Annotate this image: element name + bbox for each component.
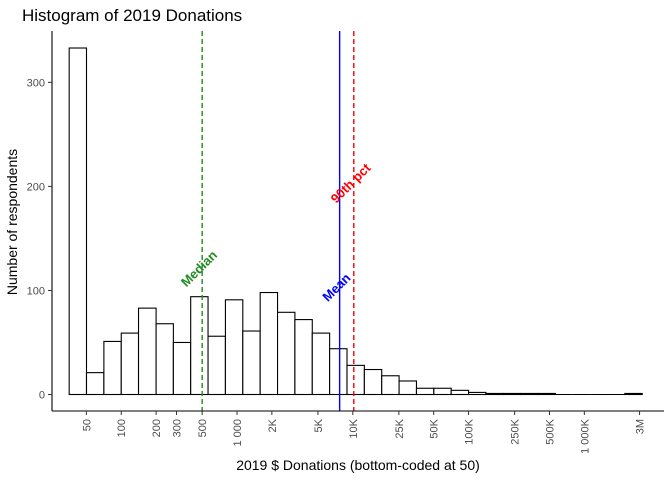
- histogram-bar: [294, 319, 313, 396]
- histogram-bar: [207, 335, 226, 396]
- bars-group: [68, 47, 643, 396]
- x-tick-label: 1 000K: [579, 418, 591, 454]
- x-tick-label: 2K: [267, 418, 279, 432]
- x-tick-label: 500K: [544, 418, 556, 444]
- histogram-bar: [468, 391, 487, 396]
- histogram-bar: [190, 296, 209, 396]
- x-tick-label: 100K: [464, 418, 476, 444]
- x-tick-label: 250K: [510, 418, 522, 444]
- histogram-bar: [381, 375, 400, 396]
- histogram-bar: [85, 372, 105, 396]
- x-tick-label: 300: [171, 419, 183, 437]
- histogram-bar: [398, 380, 418, 396]
- x-tick-label: 50K: [429, 418, 441, 438]
- histogram-bar: [624, 392, 643, 396]
- histogram-bar: [172, 341, 192, 396]
- chart-title: Histogram of 2019 Donations: [22, 6, 242, 25]
- axes-group: 0 100 200 300 50 100 200 300 500 1 000 2K 5K 10K 25K 5…: [27, 31, 664, 454]
- histogram-bar: [415, 387, 435, 396]
- x-tick-label: 5K: [313, 418, 325, 432]
- x-tick-label: 25K: [394, 418, 406, 438]
- histogram-bar: [224, 299, 244, 396]
- y-tick-label: 200: [27, 181, 45, 193]
- mean-label: Mean: [319, 270, 353, 304]
- x-axis-title: 2019 $ Donations (bottom-coded at 50): [236, 457, 480, 473]
- x-tick-label: 100: [116, 419, 128, 437]
- median-label: Median: [178, 247, 220, 289]
- histogram-bar: [329, 348, 348, 396]
- histogram-bar: [520, 392, 539, 396]
- y-tick-label: 0: [39, 390, 45, 402]
- histogram-bar: [502, 392, 522, 396]
- histogram-bar: [137, 307, 157, 396]
- histogram-bar: [485, 392, 504, 396]
- p90-label: 90th pct: [328, 160, 374, 206]
- x-tick-label: 500: [197, 419, 209, 437]
- histogram-bar: [363, 368, 383, 396]
- histogram-bar: [450, 389, 470, 396]
- x-tick-label: 50: [81, 419, 93, 431]
- histogram-bar: [537, 392, 556, 396]
- x-tick-label: 200: [151, 419, 163, 437]
- x-tick-label: 3M: [635, 419, 647, 434]
- histogram-bar: [103, 340, 122, 396]
- histogram-bar: [120, 332, 140, 396]
- y-axis-title: Number of respondents: [4, 149, 20, 295]
- histogram-bar: [276, 311, 296, 396]
- y-tick-label: 300: [27, 77, 45, 89]
- histogram-bar: [311, 332, 331, 396]
- histogram-bar: [155, 323, 174, 396]
- histogram-bar: [346, 364, 365, 396]
- histogram-bar: [433, 387, 452, 396]
- histogram-bar: [242, 330, 261, 396]
- x-tick-label: 10K: [348, 418, 360, 438]
- histogram-bar: [259, 291, 279, 396]
- histogram-bar: [68, 47, 88, 396]
- x-tick-label: 1 000: [232, 419, 244, 447]
- y-tick-label: 100: [27, 285, 45, 297]
